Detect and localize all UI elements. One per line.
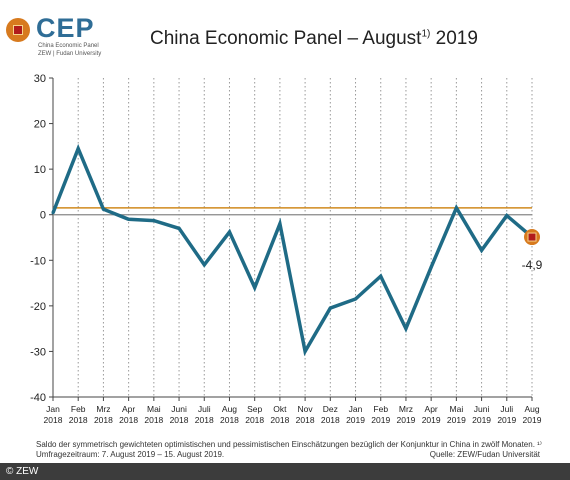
copyright-bar: © ZEW — [0, 463, 570, 480]
y-tick-label: 20 — [34, 119, 46, 131]
y-tick-label: 10 — [34, 164, 46, 176]
data-point — [177, 226, 181, 230]
chart-title-main: China Economic Panel – August — [150, 28, 422, 49]
data-point — [480, 248, 484, 252]
data-point — [51, 211, 55, 215]
data-point — [152, 219, 156, 223]
data-point — [404, 327, 408, 331]
x-tick-label-month: Jan — [46, 404, 60, 414]
x-tick-label-month: Juni — [171, 404, 187, 414]
cep-logo: CEP China Economic Panel ZEW | Fudan Uni… — [6, 14, 124, 58]
data-point — [429, 265, 433, 269]
x-tick-label-month: Nov — [298, 404, 314, 414]
x-tick-label-year: 2019 — [346, 415, 365, 425]
x-tick-label-year: 2019 — [422, 415, 441, 425]
x-tick-label-year: 2018 — [270, 415, 289, 425]
y-tick-label: -30 — [30, 346, 46, 358]
last-value-label: -4,9 — [522, 258, 543, 272]
x-tick-label-year: 2018 — [119, 415, 138, 425]
x-tick-label-month: Okt — [273, 404, 287, 414]
source-note: Quelle: ZEW/Fudan Universität — [429, 450, 540, 459]
data-point — [354, 297, 358, 301]
x-tick-label-month: Juni — [474, 404, 490, 414]
x-tick-label-month: Mrz — [96, 404, 110, 414]
x-tick-label-year: 2018 — [170, 415, 189, 425]
data-point — [278, 222, 282, 226]
x-tick-label-month: Aug — [222, 404, 237, 414]
x-tick-label-year: 2018 — [321, 415, 340, 425]
x-tick-label-month: Mai — [147, 404, 161, 414]
x-tick-label-month: Aug — [524, 404, 539, 414]
last-point-marker-inner — [527, 232, 537, 242]
x-tick-label-year: 2019 — [523, 415, 542, 425]
x-tick-label-year: 2019 — [447, 415, 466, 425]
data-point — [379, 274, 383, 278]
data-point — [328, 306, 332, 310]
data-point — [76, 147, 80, 151]
x-tick-label-year: 2018 — [195, 415, 214, 425]
data-point — [101, 207, 105, 211]
data-point — [253, 286, 257, 290]
data-point — [127, 217, 131, 221]
logo-subtitle-2: ZEW | Fudan University — [38, 51, 102, 57]
x-tick-label-year: 2018 — [245, 415, 264, 425]
x-tick-label-year: 2018 — [144, 415, 163, 425]
x-tick-label-month: Mai — [450, 404, 464, 414]
x-tick-label-year: 2018 — [44, 415, 63, 425]
chart-title-year: 2019 — [435, 28, 478, 49]
x-tick-label-year: 2019 — [472, 415, 491, 425]
x-tick-label-month: Jan — [349, 404, 363, 414]
x-tick-label-year: 2019 — [371, 415, 390, 425]
x-tick-label-year: 2019 — [497, 415, 516, 425]
logo-subtitle-1: China Economic Panel — [38, 43, 99, 49]
x-tick-label-month: Sep — [247, 404, 262, 414]
x-tick-label-month: Juli — [198, 404, 211, 414]
data-point — [202, 263, 206, 267]
y-tick-label: -20 — [30, 301, 46, 313]
data-point — [303, 349, 307, 353]
x-tick-label-year: 2019 — [396, 415, 415, 425]
x-tick-label-month: Juli — [500, 404, 513, 414]
chart-title: China Economic Panel – August1) 2019 — [150, 28, 478, 50]
chart-title-footnote-mark: 1) — [421, 28, 431, 40]
x-tick-label-month: Feb — [71, 404, 86, 414]
x-tick-label-month: Dez — [323, 404, 338, 414]
x-tick-label-month: Apr — [122, 404, 135, 414]
logo-text: CEP — [36, 13, 95, 43]
line-chart: 3020100-10-20-30-40Jan2018Feb2018Mrz2018… — [30, 73, 543, 425]
cep-logo-icon — [6, 18, 30, 42]
y-tick-label: 0 — [40, 210, 46, 222]
data-point — [454, 206, 458, 210]
y-tick-label: -40 — [30, 392, 46, 404]
y-tick-label: -10 — [30, 255, 46, 267]
footnote: Saldo der symmetrisch gewichteten optimi… — [36, 440, 542, 459]
series-line — [51, 143, 534, 357]
x-tick-label-month: Feb — [373, 404, 388, 414]
data-point — [227, 230, 231, 234]
x-tick-label-year: 2018 — [69, 415, 88, 425]
x-tick-label-year: 2018 — [220, 415, 239, 425]
x-tick-label-year: 2018 — [94, 415, 113, 425]
x-tick-label-year: 2018 — [296, 415, 315, 425]
x-tick-label-month: Mrz — [399, 404, 413, 414]
data-point — [505, 214, 509, 218]
x-tick-label-month: Apr — [425, 404, 438, 414]
y-tick-label: 30 — [34, 73, 46, 85]
